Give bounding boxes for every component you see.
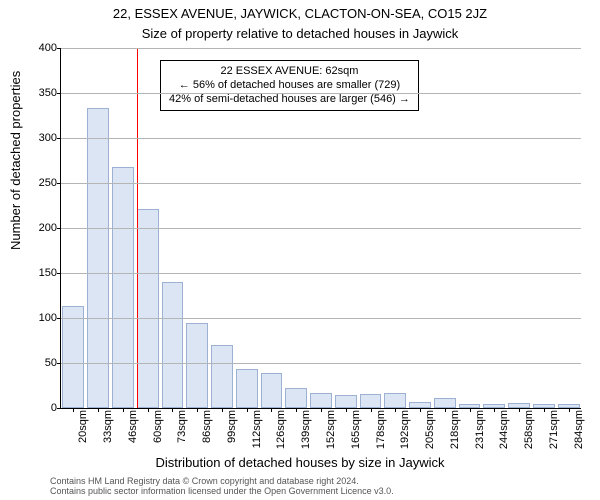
annotation-line: ← 56% of detached houses are smaller (72… [169, 79, 410, 93]
x-tick-mark [470, 408, 471, 412]
x-tick-label: 126sqm [275, 410, 287, 449]
y-tick-label: 50 [45, 357, 57, 369]
y-tick-label: 100 [39, 312, 57, 324]
annotation-line: 22 ESSEX AVENUE: 62sqm [169, 65, 410, 79]
y-tick-mark [57, 318, 61, 319]
x-tick-label: 112sqm [251, 410, 263, 448]
x-tick-mark [371, 408, 372, 412]
y-tick-label: 350 [39, 87, 57, 99]
y-tick-label: 250 [39, 177, 57, 189]
y-tick-mark [57, 273, 61, 274]
x-tick-mark [569, 408, 570, 412]
bar [285, 388, 307, 408]
y-tick-label: 300 [39, 132, 57, 144]
bar [87, 108, 109, 408]
bar [211, 345, 233, 408]
x-tick-label: 218sqm [449, 410, 461, 449]
x-tick-label: 60sqm [152, 410, 164, 443]
x-tick-label: 99sqm [226, 410, 238, 443]
y-tick-label: 0 [51, 402, 57, 414]
x-tick-label: 192sqm [399, 410, 411, 449]
x-tick-mark [321, 408, 322, 412]
x-tick-mark [247, 408, 248, 412]
bar [236, 369, 258, 408]
x-tick-mark [73, 408, 74, 412]
chart-title-line1: 22, ESSEX AVENUE, JAYWICK, CLACTON-ON-SE… [0, 6, 600, 21]
x-tick-mark [395, 408, 396, 412]
x-tick-mark [197, 408, 198, 412]
x-tick-label: 20sqm [77, 410, 89, 443]
x-tick-mark [296, 408, 297, 412]
x-tick-mark [172, 408, 173, 412]
bar [360, 394, 382, 408]
x-tick-label: 86sqm [201, 410, 213, 443]
y-tick-mark [57, 48, 61, 49]
x-tick-mark [98, 408, 99, 412]
bar [137, 209, 159, 408]
x-tick-mark [420, 408, 421, 412]
bar [434, 398, 456, 408]
y-tick-mark [57, 93, 61, 94]
plot-area: 22 ESSEX AVENUE: 62sqm← 56% of detached … [60, 48, 581, 409]
x-tick-mark [445, 408, 446, 412]
bar [335, 395, 357, 409]
y-tick-mark [57, 363, 61, 364]
bar [384, 393, 406, 408]
x-tick-label: 271sqm [548, 410, 560, 449]
x-tick-label: 152sqm [325, 410, 337, 449]
y-tick-mark [57, 408, 61, 409]
x-tick-mark [346, 408, 347, 412]
x-tick-label: 165sqm [350, 410, 362, 449]
y-tick-label: 400 [39, 42, 57, 54]
bar [162, 282, 184, 408]
x-tick-label: 73sqm [176, 410, 188, 443]
x-tick-mark [494, 408, 495, 412]
y-tick-mark [57, 183, 61, 184]
bar [310, 393, 332, 408]
y-tick-label: 200 [39, 222, 57, 234]
y-tick-label: 150 [39, 267, 57, 279]
x-axis-label: Distribution of detached houses by size … [0, 455, 600, 470]
chart-title-line2: Size of property relative to detached ho… [0, 26, 600, 41]
x-tick-label: 258sqm [523, 410, 535, 449]
bar [62, 306, 84, 408]
x-tick-mark [222, 408, 223, 412]
attribution-line-2: Contains public sector information licen… [50, 486, 394, 496]
x-tick-label: 46sqm [127, 410, 139, 443]
attribution-line-1: Contains HM Land Registry data © Crown c… [50, 476, 394, 486]
bar [112, 167, 134, 408]
bar [261, 373, 283, 408]
x-tick-mark [148, 408, 149, 412]
attribution-text: Contains HM Land Registry data © Crown c… [50, 476, 394, 496]
annotation-line: 42% of semi-detached houses are larger (… [169, 93, 410, 107]
y-tick-mark [57, 228, 61, 229]
x-tick-label: 33sqm [102, 410, 114, 443]
y-axis-label: Number of detached properties [8, 71, 23, 250]
x-tick-label: 178sqm [375, 410, 387, 449]
x-tick-label: 244sqm [498, 410, 510, 449]
x-tick-mark [519, 408, 520, 412]
x-tick-mark [123, 408, 124, 412]
x-tick-label: 284sqm [573, 410, 585, 449]
annotation-box: 22 ESSEX AVENUE: 62sqm← 56% of detached … [160, 60, 419, 111]
x-tick-mark [271, 408, 272, 412]
x-tick-label: 139sqm [300, 410, 312, 449]
x-tick-label: 205sqm [424, 410, 436, 449]
y-tick-mark [57, 138, 61, 139]
x-tick-mark [544, 408, 545, 412]
x-tick-label: 231sqm [474, 410, 486, 449]
bar [186, 323, 208, 408]
